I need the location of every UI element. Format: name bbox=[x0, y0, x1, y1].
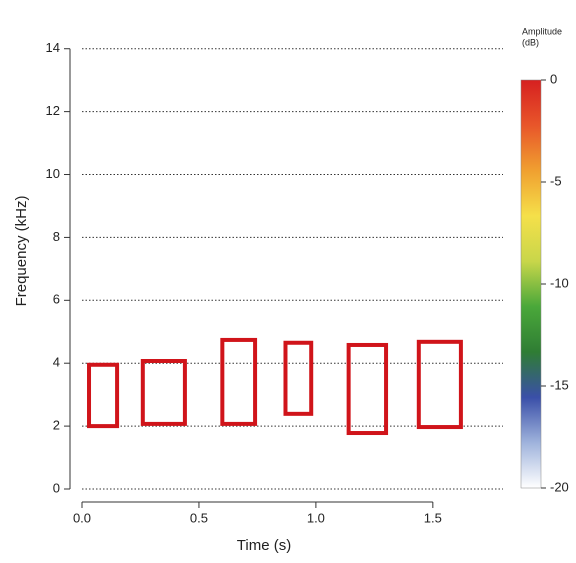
colorbar-tick-label: -20 bbox=[550, 479, 569, 494]
y-tick-label: 0 bbox=[53, 480, 60, 495]
colorbar-tick-label: -15 bbox=[550, 377, 569, 392]
y-tick-label: 2 bbox=[53, 418, 60, 433]
detection-box bbox=[220, 337, 258, 426]
x-tick-label: 0.0 bbox=[73, 510, 91, 525]
y-tick-label: 10 bbox=[46, 166, 60, 181]
y-tick-label: 8 bbox=[53, 229, 60, 244]
x-tick-label: 1.5 bbox=[424, 510, 442, 525]
x-tick-label: 0.5 bbox=[190, 510, 208, 525]
colorbar-tick-label: 0 bbox=[550, 71, 557, 86]
detection-box bbox=[416, 339, 463, 430]
colorbar-tick-label: -10 bbox=[550, 275, 569, 290]
detection-box bbox=[283, 340, 314, 416]
y-axis-label: Frequency (kHz) bbox=[13, 196, 30, 307]
y-tick-label: 12 bbox=[46, 103, 60, 118]
y-tick-label: 14 bbox=[46, 40, 60, 55]
detection-box bbox=[87, 362, 120, 429]
x-tick-label: 1.0 bbox=[307, 510, 325, 525]
colorbar bbox=[520, 79, 542, 489]
colorbar-title: Amplitude bbox=[522, 26, 562, 36]
detection-box bbox=[140, 359, 187, 426]
detection-box bbox=[346, 342, 389, 436]
colorbar-title: (dB) bbox=[522, 37, 539, 47]
y-tick-label: 4 bbox=[53, 355, 60, 370]
y-tick-label: 6 bbox=[53, 292, 60, 307]
x-axis-label: Time (s) bbox=[237, 537, 291, 554]
colorbar-tick-label: -5 bbox=[550, 173, 562, 188]
